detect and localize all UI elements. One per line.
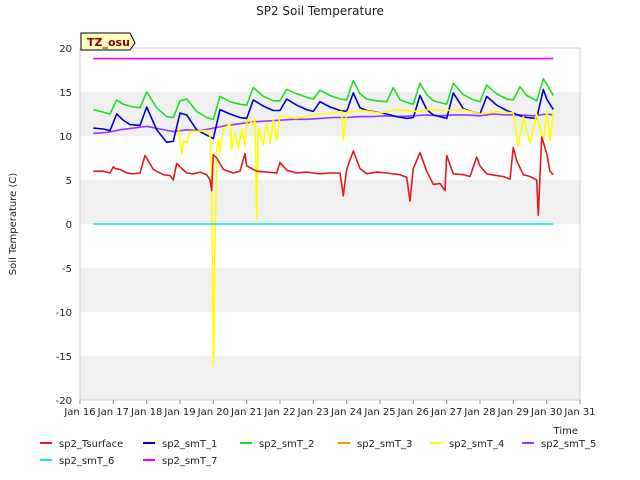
x-axis: Jan 16 Jan 17 Jan 18 Jan 19 Jan 20 Jan 21 Jan … — [63, 400, 596, 418]
x-tick-label: Jan 16 — [63, 407, 95, 418]
x-tick-label: Jan 24 — [330, 407, 362, 418]
y-tick-label: -5 — [62, 264, 72, 275]
y-tick-label: 10 — [59, 132, 72, 143]
series-line-sp2-smT-1 — [93, 88, 554, 143]
y-tick-label: -20 — [56, 396, 72, 407]
x-tick-label: Jan 28 — [463, 407, 495, 418]
legend: sp2_Tsurface sp2_smT_1 sp2_smT_2 sp2_smT_3 s… — [40, 439, 596, 467]
series-line-sp2-smT-2 — [93, 78, 554, 121]
plot-lines — [93, 57, 555, 366]
y-tick-label: 5 — [66, 176, 72, 187]
x-axis-label: Time — [553, 426, 578, 437]
x-tick-label: Jan 17 — [97, 407, 129, 418]
x-tick-label: Jan 18 — [130, 407, 162, 418]
x-tick-label: Jan 25 — [363, 407, 395, 418]
legend-label: sp2_smT_3 — [357, 439, 412, 450]
x-tick-label: Jan 20 — [197, 407, 229, 418]
grid-band — [80, 356, 580, 400]
x-tick-label: Jan 29 — [497, 407, 529, 418]
x-tick-label: Jan 22 — [263, 407, 295, 418]
legend-label: sp2_smT_2 — [259, 439, 314, 450]
y-tick-label: 0 — [66, 220, 72, 231]
site-label-box: TZ_osu — [80, 32, 136, 51]
grid-band — [80, 268, 580, 312]
site-label: TZ_osu — [87, 36, 130, 49]
legend-label: sp2_smT_7 — [162, 456, 217, 467]
y-tick-label: -15 — [56, 352, 72, 363]
legend-label: sp2_smT_5 — [541, 439, 596, 450]
x-tick-label: Jan 19 — [163, 407, 195, 418]
legend-label: sp2_smT_1 — [162, 439, 217, 450]
series-line-sp2-smT-4 — [177, 108, 555, 366]
y-tick-label: 15 — [59, 88, 72, 99]
x-tick-label: Jan 31 — [563, 407, 595, 418]
x-tick-label: Jan 21 — [230, 407, 262, 418]
plot-frame — [79, 47, 581, 401]
series-line-sp2-Tsurface — [93, 136, 554, 216]
grid-band — [80, 180, 580, 224]
x-tick-label: Jan 23 — [297, 407, 329, 418]
y-axis-label: Soil Temperature (C) — [8, 173, 19, 276]
series-line-sp2-smT-5 — [93, 113, 554, 135]
y-axis: -20 -15 -10 -5 0 5 10 15 20 — [56, 44, 72, 407]
legend-label: sp2_Tsurface — [59, 439, 123, 450]
y-tick-label: -10 — [56, 308, 72, 319]
legend-label: sp2_smT_4 — [449, 439, 504, 450]
x-tick-label: Jan 26 — [397, 407, 429, 418]
x-tick-label: Jan 27 — [430, 407, 462, 418]
y-tick-label: 20 — [59, 44, 72, 55]
x-tick-label: Jan 30 — [530, 407, 562, 418]
legend-label: sp2_smT_6 — [59, 456, 114, 467]
chart-title: SP2 Soil Temperature — [256, 4, 384, 18]
